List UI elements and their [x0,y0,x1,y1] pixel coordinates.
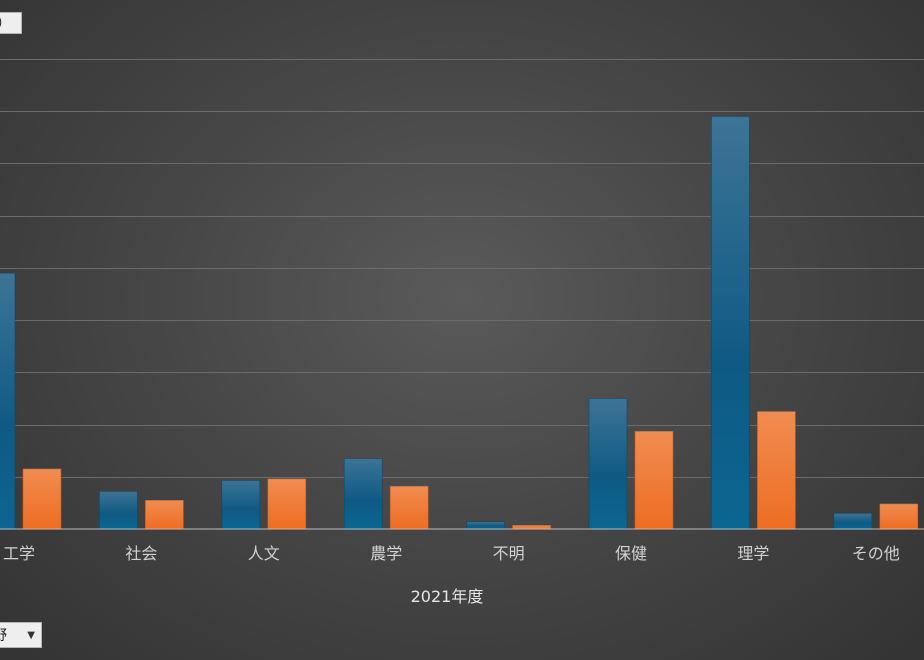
x-tick-label: 保健 [615,544,647,563]
bar-人文-series2 [267,478,307,530]
bar-保健-series1 [588,398,628,530]
bar-工学-series2 [22,468,62,530]
field-filter-dropdown[interactable]: 野 ▼ [0,622,42,648]
x-tick-label: 工学 [3,544,35,563]
bar-不明-series1 [466,521,505,530]
x-tick-label: 理学 [737,544,769,563]
x-tick-labels: 工学 社会 人文 農学 不明 保健 理学 その他 [3,544,900,563]
legend-button-label: ） [0,13,11,33]
x-tick-label: 農学 [370,544,402,563]
x-tick-label: 人文 [248,544,280,563]
x-tick-label: 不明 [493,544,525,563]
bars-group [0,116,919,530]
x-tick-label: その他 [852,544,900,563]
legend-button-fragment[interactable]: ） [0,12,22,34]
bar-理学-series2 [757,411,796,530]
x-tick-label: 社会 [125,544,157,563]
dropdown-arrow-icon: ▼ [27,630,35,641]
bar-その他-series2 [879,503,919,530]
bar-工学-series1 [0,272,16,530]
x-axis-title: 2021年度 [411,587,484,606]
bar-人文-series1 [221,480,261,530]
bar-理学-series1 [711,116,750,530]
bar-社会-series2 [145,499,184,530]
field-filter-label: 野 [0,623,7,647]
gridlines [0,59,924,478]
bar-社会-series1 [99,491,138,530]
bar-その他-series1 [833,512,873,530]
bar-農学-series1 [343,458,383,530]
bar-保健-series2 [634,430,674,530]
bar-農学-series2 [389,485,429,530]
bar-不明-series2 [512,524,551,530]
